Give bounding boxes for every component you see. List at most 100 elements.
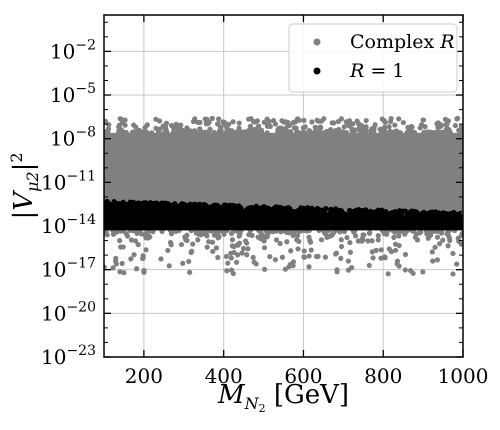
point-r-equals-1: [388, 210, 394, 216]
point-complex-r: [385, 271, 391, 277]
point-complex-r: [272, 121, 279, 127]
point-complex-r: [402, 267, 408, 273]
point-complex-r: [387, 128, 393, 134]
point-r-equals-1: [161, 201, 167, 207]
point-complex-r: [272, 257, 278, 263]
point-complex-r: [361, 130, 367, 136]
point-r-equals-1: [294, 209, 301, 215]
point-complex-r: [426, 130, 432, 136]
point-complex-r: [434, 234, 441, 240]
point-complex-r: [238, 129, 244, 135]
point-complex-r: [322, 254, 329, 260]
y-tick-label: 10−5: [50, 81, 96, 107]
point-r-equals-1: [215, 207, 222, 213]
point-complex-r: [345, 258, 352, 264]
point-complex-r: [452, 122, 458, 129]
point-complex-r: [347, 239, 353, 246]
point-complex-r: [347, 249, 353, 255]
y-tick-label: 10−2: [50, 37, 96, 63]
point-complex-r: [192, 116, 198, 122]
point-r-equals-1: [246, 205, 252, 211]
point-complex-r: [366, 262, 372, 269]
point-complex-r: [320, 130, 326, 136]
x-tick-label: 400: [205, 364, 243, 388]
point-complex-r: [286, 130, 293, 136]
point-complex-r: [264, 234, 270, 240]
point-complex-r: [329, 120, 335, 126]
point-complex-r: [153, 116, 159, 122]
point-r-equals-1: [231, 203, 238, 209]
point-complex-r: [420, 269, 426, 275]
point-complex-r: [296, 117, 302, 123]
point-complex-r: [188, 129, 194, 136]
point-complex-r: [442, 116, 449, 122]
point-complex-r: [224, 268, 230, 274]
point-complex-r: [309, 119, 315, 125]
point-complex-r: [327, 130, 333, 136]
point-complex-r: [236, 125, 242, 131]
point-complex-r: [250, 254, 256, 261]
point-complex-r: [318, 237, 325, 243]
point-complex-r: [187, 269, 193, 275]
point-complex-r: [276, 129, 283, 135]
point-complex-r: [352, 233, 359, 239]
point-complex-r: [210, 248, 216, 255]
point-complex-r: [315, 253, 321, 260]
point-r-equals-1: [236, 208, 242, 214]
point-complex-r: [336, 128, 343, 135]
point-complex-r: [229, 237, 236, 243]
point-complex-r: [240, 245, 247, 252]
point-r-equals-1: [350, 209, 356, 215]
point-complex-r: [312, 124, 318, 130]
point-complex-r: [344, 234, 350, 241]
point-complex-r: [365, 238, 371, 244]
point-complex-r: [117, 269, 123, 275]
point-r-equals-1: [394, 213, 400, 219]
point-r-equals-1: [359, 209, 365, 215]
point-complex-r: [368, 129, 374, 135]
point-complex-r: [166, 263, 172, 269]
point-complex-r: [230, 130, 236, 136]
point-r-equals-1: [225, 206, 232, 212]
point-complex-r: [370, 255, 376, 261]
point-complex-r: [141, 130, 147, 136]
point-complex-r: [233, 259, 240, 265]
point-complex-r: [147, 234, 153, 240]
point-complex-r: [158, 256, 164, 262]
point-r-equals-1: [213, 202, 219, 208]
point-r-equals-1: [194, 207, 200, 213]
point-complex-r: [277, 240, 283, 247]
point-complex-r: [242, 238, 249, 244]
point-complex-r: [195, 237, 201, 243]
point-complex-r: [430, 258, 436, 264]
point-complex-r: [228, 230, 235, 237]
point-r-equals-1: [426, 212, 432, 218]
x-tick-label: 800: [364, 364, 402, 388]
plot-frame: [103, 14, 464, 358]
legend: Complex R R = 1: [288, 23, 458, 93]
point-complex-r: [306, 234, 312, 240]
point-complex-r: [308, 130, 314, 136]
point-complex-r: [400, 119, 406, 126]
point-complex-r: [211, 232, 218, 238]
point-complex-r: [396, 263, 402, 269]
point-complex-r: [245, 246, 251, 252]
point-complex-r: [197, 126, 203, 132]
point-complex-r: [422, 124, 428, 130]
point-complex-r: [261, 119, 267, 125]
point-complex-r: [290, 232, 296, 239]
point-complex-r: [338, 237, 344, 243]
point-complex-r: [369, 238, 375, 244]
point-complex-r: [450, 250, 456, 257]
point-complex-r: [213, 245, 220, 251]
point-complex-r: [392, 241, 399, 247]
point-complex-r: [228, 255, 234, 261]
point-r-equals-1: [277, 204, 283, 211]
point-complex-r: [397, 130, 403, 136]
y-tick-label: 10−14: [41, 212, 96, 238]
point-complex-r: [282, 266, 288, 272]
point-r-equals-1: [106, 201, 112, 207]
point-r-equals-1: [189, 203, 195, 209]
legend-marker-r-equals-1: [313, 67, 321, 75]
